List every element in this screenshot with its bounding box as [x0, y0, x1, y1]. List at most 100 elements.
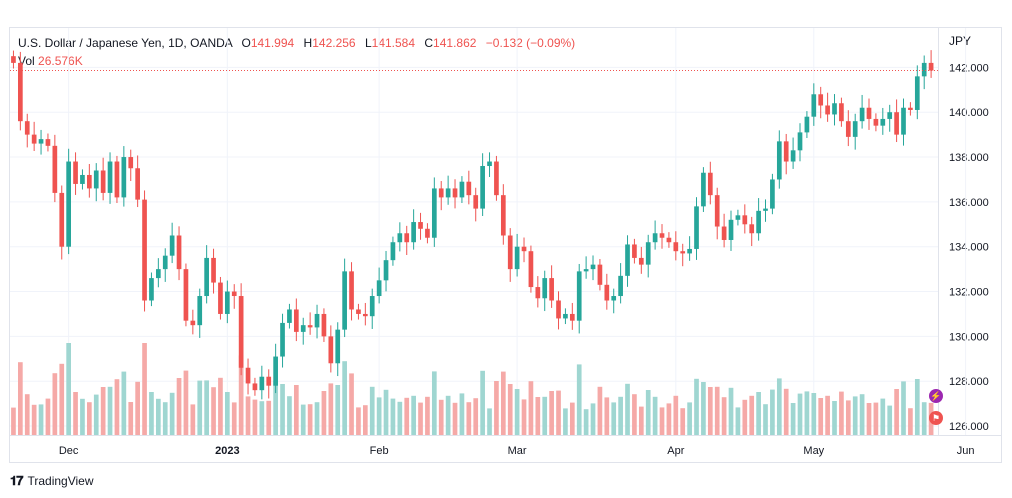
volume-bar: [666, 403, 672, 435]
candle-body: [873, 118, 879, 126]
open-label: O: [241, 36, 251, 50]
tradingview-logo-icon: 𝟏𝟕: [10, 473, 24, 488]
candle-body: [300, 325, 306, 332]
volume-bar: [431, 371, 437, 435]
candle-body: [790, 150, 796, 162]
volume-bar: [556, 390, 561, 435]
volume-bar: [273, 380, 278, 435]
candle-body: [149, 278, 154, 301]
candle-body: [811, 94, 817, 117]
volume-bar: [797, 393, 803, 435]
candle-body: [825, 105, 830, 115]
candle-body: [218, 282, 223, 314]
y-tick-label: 142.000: [949, 62, 989, 74]
volume-bar: [376, 397, 382, 435]
volume-bar: [190, 404, 196, 435]
candle-body: [73, 161, 78, 184]
candle-body: [211, 257, 216, 283]
candle-body: [376, 280, 382, 297]
volume-bar: [52, 373, 58, 435]
candle-body: [197, 296, 203, 326]
volume-bar: [873, 402, 879, 435]
candle-body: [666, 237, 672, 243]
candle-body: [176, 235, 182, 270]
volume-bar: [224, 392, 230, 435]
volume-bar: [287, 396, 292, 435]
volume-bar: [438, 399, 444, 435]
low-value: 141.584: [371, 36, 416, 50]
candlestick-chart[interactable]: 142.000 140.000 138.000 136.000 134.000 132.0…: [10, 28, 1002, 463]
volume-bar: [901, 381, 906, 435]
brand-name[interactable]: TradingView: [27, 474, 94, 488]
candle-body: [638, 257, 644, 265]
candle-body: [287, 309, 292, 323]
candle-body: [100, 170, 106, 193]
volume-bar: [369, 386, 375, 435]
volume-bar: [142, 343, 147, 435]
volume-bar: [114, 379, 120, 435]
candle-body: [224, 291, 230, 314]
volume-bar: [107, 386, 113, 435]
volume-bar: [611, 402, 617, 435]
candle-body: [11, 56, 16, 63]
volume-bar: [707, 387, 713, 435]
volume-bar: [259, 401, 265, 435]
candle-body: [859, 107, 865, 122]
candle-body: [852, 121, 858, 137]
y-tick-label: 136.000: [949, 197, 989, 209]
candle-body: [86, 174, 92, 189]
candle-body: [245, 367, 251, 384]
volume-bar: [480, 370, 485, 435]
volume-bar: [459, 393, 465, 435]
candle-body: [839, 103, 844, 122]
candle-body: [894, 112, 899, 135]
volume-bar: [487, 408, 492, 435]
candle-body: [80, 174, 85, 184]
candle-body: [238, 296, 244, 368]
volume-bar: [328, 383, 334, 435]
candle-body: [383, 260, 389, 281]
candle-body: [783, 141, 789, 162]
volume-bar: [418, 402, 423, 435]
volume-bar: [24, 394, 30, 435]
volume-bar: [18, 362, 23, 435]
y-tick-label: 128.000: [949, 376, 989, 388]
volume-bar: [390, 398, 396, 435]
volume-bar: [721, 397, 727, 435]
event-icon-flag[interactable]: ⚑: [929, 411, 943, 425]
candle-body: [494, 161, 499, 196]
candle-body: [418, 222, 423, 229]
candle-body: [597, 264, 603, 285]
volume-bar: [473, 398, 479, 435]
candle-body: [535, 287, 541, 299]
candle-body: [452, 188, 458, 198]
candle-body: [770, 179, 775, 209]
symbol-title[interactable]: U.S. Dollar / Japanese Yen, 1D, OANDA: [18, 36, 233, 50]
candle-body: [659, 233, 665, 238]
event-icon-dividends[interactable]: ⚡: [929, 389, 943, 403]
volume-bar: [73, 392, 78, 435]
candle-body: [280, 322, 285, 357]
y-tick-label: 130.000: [949, 331, 989, 343]
candle-body: [38, 139, 44, 144]
candle-body: [583, 269, 589, 272]
volume-bar: [300, 404, 306, 435]
volume-bar: [342, 361, 347, 435]
volume-bar: [155, 398, 161, 435]
candle-body: [445, 188, 451, 198]
candle-body: [114, 161, 120, 198]
volume-bar: [100, 387, 106, 435]
candle-body: [107, 161, 113, 193]
volume-value: 26.576K: [38, 54, 83, 68]
volume-bar: [535, 397, 541, 435]
y-tick-label: 140.000: [949, 107, 989, 119]
volume-bar: [908, 408, 913, 435]
candle-body: [618, 275, 623, 297]
candle-body: [880, 118, 886, 126]
volume-bar: [811, 393, 817, 435]
volume-bar: [231, 402, 237, 435]
x-tick-label: Mar: [508, 445, 527, 457]
y-tick-label: 138.000: [949, 152, 989, 164]
volume-bar: [66, 343, 71, 435]
footer: 𝟏𝟕 TradingView: [10, 472, 94, 490]
